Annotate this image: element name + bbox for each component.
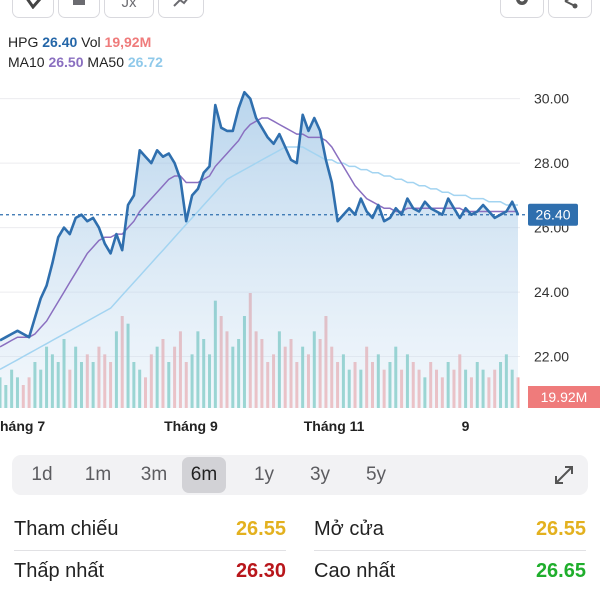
fx-button[interactable]: Jx (104, 0, 154, 18)
hand-icon (26, 0, 42, 9)
settings-button[interactable] (500, 0, 544, 18)
chart-type-button[interactable] (58, 0, 100, 18)
range-button-1y[interactable]: 1y (253, 464, 275, 485)
x-tick-label: Tháng 11 (303, 418, 365, 434)
legend-ma50-label: MA50 (87, 54, 124, 70)
range-button-1m[interactable]: 1m (84, 464, 112, 485)
fx-icon: Jx (121, 0, 137, 11)
chart-legend: HPG 26.40 Vol 19,92M MA10 26.50 MA50 26.… (8, 32, 163, 72)
open-value: 26.55 (535, 518, 586, 540)
x-tick-label: 9 (461, 418, 470, 434)
last-price-label: 26.40 (535, 207, 570, 223)
ref-value: 26.55 (235, 518, 286, 540)
legend-price: 26.40 (42, 34, 78, 50)
high-value: 26.65 (535, 560, 586, 582)
chart-toolbar: Jx (0, 0, 600, 20)
volume-badge: 19.92M (528, 386, 600, 408)
legend-vol-label: Vol (81, 34, 101, 50)
separator (14, 550, 286, 551)
ma50-line (0, 146, 518, 371)
range-button-3m[interactable]: 3m (140, 464, 168, 485)
range-button-6m[interactable]: 6m (182, 457, 226, 493)
open-label: Mở cửa (314, 518, 384, 540)
legend-ma50: 26.72 (127, 54, 163, 70)
last-price-badge: 26.40 (528, 203, 578, 226)
y-tick-label: 28.00 (534, 155, 569, 171)
x-tick-label: háng 7 (0, 418, 46, 434)
legend-ma10: 26.50 (48, 54, 84, 70)
range-button-3y[interactable]: 3y (309, 464, 331, 485)
gear-icon (516, 0, 528, 5)
y-tick-label: 30.00 (534, 91, 569, 107)
expand-icon[interactable] (552, 463, 576, 487)
low-value: 26.30 (235, 560, 286, 582)
x-tick-label: Tháng 9 (164, 418, 218, 434)
legend-ma10-label: MA10 (8, 54, 45, 70)
share-button[interactable] (548, 0, 592, 18)
indicator-button[interactable] (158, 0, 204, 18)
range-button-1d[interactable]: 1d (31, 464, 53, 485)
range-button-5y[interactable]: 5y (365, 464, 387, 485)
legend-vol: 19,92M (104, 34, 152, 50)
high-label: Cao nhất (314, 560, 396, 582)
legend-row-ma: MA10 26.50 MA50 26.72 (8, 52, 163, 72)
price-line (0, 90, 520, 342)
y-tick-label: 24.00 (534, 284, 569, 300)
hand-icon-button[interactable] (12, 0, 54, 18)
chart-type-icon (73, 0, 85, 5)
range-selector: 1d 1m 3m 6m 1y 3y 5y (12, 455, 588, 495)
volume-label: 19.92M (541, 389, 588, 405)
low-label: Thấp nhất (14, 560, 105, 582)
y-tick-label: 22.00 (534, 349, 569, 365)
price-area (0, 92, 518, 408)
ref-label: Tham chiếu (14, 518, 119, 540)
separator (314, 550, 586, 551)
legend-symbol: HPG (8, 34, 39, 50)
share-icon (564, 0, 578, 9)
legend-row-price: HPG 26.40 Vol 19,92M (8, 32, 163, 52)
indicator-icon (173, 0, 188, 7)
